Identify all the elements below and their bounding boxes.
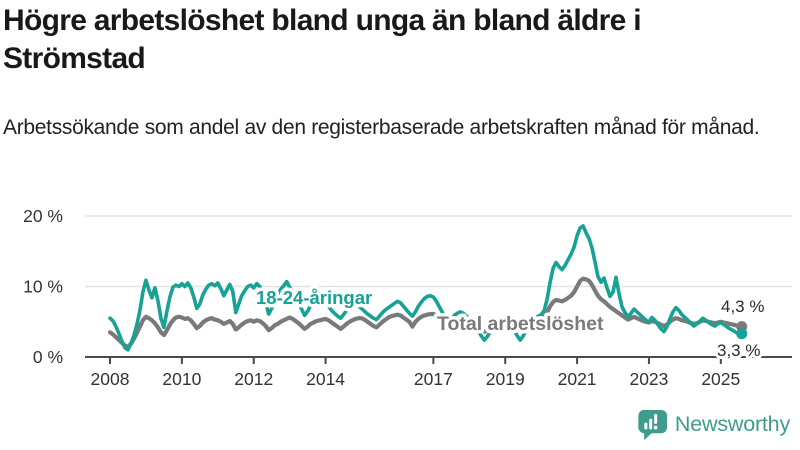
series-line-total: [107, 276, 744, 350]
newsworthy-speech-bubble-chart-icon: [638, 409, 667, 440]
x-axis-tick-label: 2019: [486, 369, 525, 389]
y-axis-tick-label: 0 %: [33, 347, 63, 367]
x-axis-tick-label: 2025: [701, 369, 740, 389]
x-axis-tick-label: 2017: [414, 369, 453, 389]
x-axis-tick-label: 2012: [234, 369, 273, 389]
end-value-label-youth: 3,3 %: [717, 341, 760, 360]
series-line-youth: [108, 224, 744, 352]
x-axis-tick-label: 2010: [162, 369, 201, 389]
y-axis-tick-label: 10 %: [23, 277, 63, 297]
series-end-dot-youth: [736, 328, 748, 340]
page-title: Högre arbetslöshet bland unga än bland ä…: [3, 4, 642, 76]
x-axis-tick-label: 2014: [306, 369, 345, 389]
end-value-label-total: 4,3 %: [721, 297, 764, 316]
newsworthy-logo[interactable]: Newsworthy: [637, 409, 790, 440]
x-axis-tick-label: 2008: [91, 369, 130, 389]
x-axis-tick-label: 2023: [629, 369, 668, 389]
series-label-youth: 18-24-åringar: [256, 287, 372, 308]
series-label-total: Total arbetslöshet: [437, 313, 604, 335]
x-axis-tick-label: 2021: [558, 369, 597, 389]
page-subtitle: Arbetssökande som andel av den registerb…: [3, 116, 760, 139]
y-axis-tick-label: 20 %: [23, 206, 63, 226]
brand-name: Newsworthy: [674, 412, 790, 436]
